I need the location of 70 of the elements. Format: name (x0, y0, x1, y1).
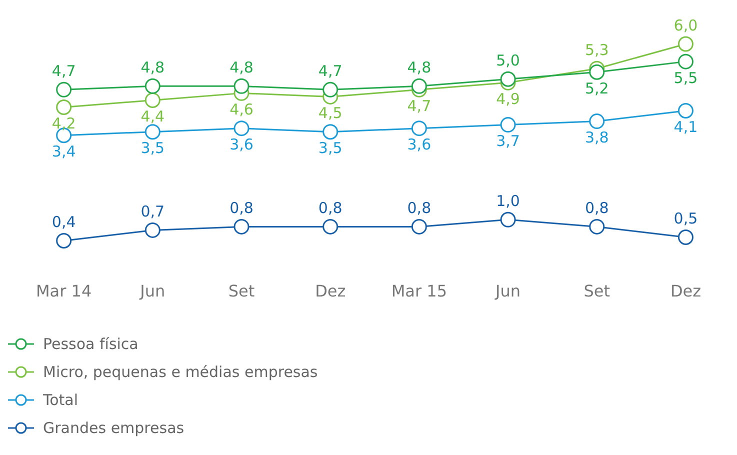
data-label: 3,4 (52, 142, 76, 161)
data-label: 3,7 (496, 132, 520, 150)
data-label: 0,5 (674, 210, 698, 228)
data-label: 3,8 (584, 128, 609, 147)
data-label: 4,8 (407, 58, 432, 77)
data-label: 4,7 (318, 62, 342, 80)
x-tick-label: Set (584, 282, 610, 301)
point (144, 92, 160, 108)
data-label: 4,2 (52, 114, 76, 133)
data-label: 3,6 (407, 136, 432, 154)
data-label: 4,6 (230, 100, 254, 119)
point (411, 78, 427, 94)
point (234, 78, 250, 94)
point (500, 71, 516, 87)
x-tick-label: Mar 14 (36, 282, 92, 301)
data-label: 0,8 (584, 199, 609, 218)
data-label: 6,0 (674, 16, 698, 34)
data-label: 3,5 (318, 139, 342, 158)
data-label: 4,8 (230, 58, 254, 77)
point (678, 54, 694, 70)
point (144, 124, 160, 140)
data-label: 5,2 (584, 79, 609, 98)
point (678, 103, 694, 119)
point (411, 120, 427, 136)
point (411, 218, 427, 234)
point (56, 99, 72, 115)
data-label: 1,0 (496, 192, 520, 210)
x-tick-label: Mar 15 (391, 282, 448, 301)
x-tick-label: Jun (139, 282, 166, 301)
point (322, 218, 338, 234)
point (678, 229, 694, 245)
point (144, 222, 160, 238)
data-label: 0,8 (318, 199, 342, 218)
x-tick-label: Dez (315, 282, 346, 301)
point (322, 124, 338, 140)
legend-label: Pessoa física (43, 335, 138, 353)
point (56, 82, 72, 98)
data-label: 4,5 (318, 104, 342, 122)
legend-label: Grandes empresas (43, 419, 184, 437)
point (500, 212, 516, 228)
data-label: 5,3 (584, 40, 609, 59)
data-label: 4,1 (674, 118, 698, 136)
point (500, 117, 516, 133)
point (234, 218, 250, 234)
data-label: 0,7 (140, 202, 165, 221)
data-label: 4,7 (407, 97, 432, 116)
point (56, 232, 72, 248)
data-label: 3,6 (230, 136, 254, 154)
data-label: 5,0 (496, 52, 520, 70)
x-tick-label: Dez (670, 282, 701, 301)
data-label: 4,8 (140, 58, 165, 77)
point (589, 114, 605, 130)
point (234, 120, 250, 136)
data-label: 0,8 (230, 199, 254, 218)
legend-label: Micro, pequenas e médias empresas (43, 363, 318, 381)
data-label: 0,4 (52, 213, 76, 232)
point (589, 64, 605, 80)
legend-label: Total (43, 391, 78, 409)
point (322, 82, 338, 98)
data-label: 3,5 (140, 139, 165, 158)
point (678, 36, 694, 52)
point (589, 218, 605, 234)
x-tick-label: Jun (494, 282, 521, 301)
data-label: 0,8 (407, 199, 432, 218)
x-tick-label: Set (228, 282, 255, 301)
data-label: 5,5 (674, 68, 698, 87)
data-label: 4,9 (496, 90, 520, 108)
data-label: 4,4 (140, 108, 165, 126)
data-label: 4,7 (52, 62, 76, 80)
point (144, 78, 160, 94)
